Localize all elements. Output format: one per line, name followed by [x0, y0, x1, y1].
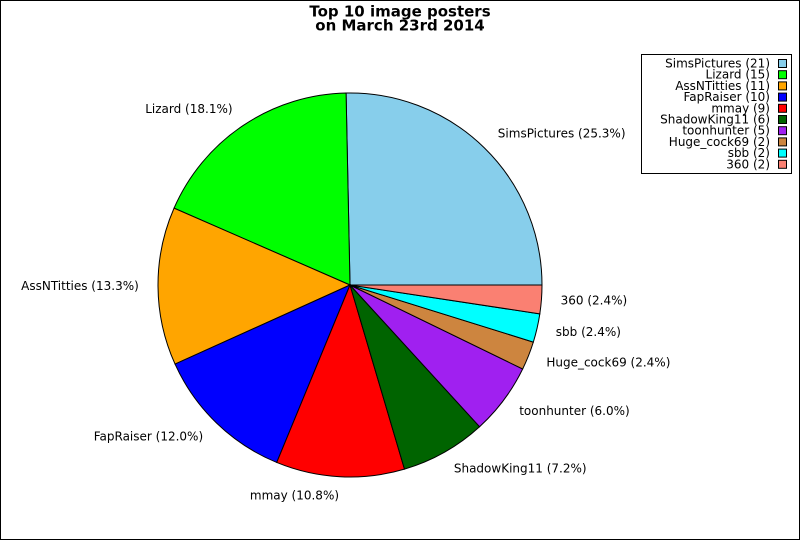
legend-swatch — [778, 115, 787, 124]
slice-label: 360 (2.4%) — [561, 293, 628, 307]
slice-label: ShadowKing11 (7.2%) — [454, 461, 587, 475]
slice-label: toonhunter (6.0%) — [519, 404, 630, 418]
legend-swatch — [778, 137, 787, 147]
slice-label: sbb (2.4%) — [556, 325, 621, 339]
legend-label: Huge_cock69 (2) — [669, 135, 770, 149]
pie-slice — [174, 284, 351, 464]
slice-label: Lizard (18.1%) — [145, 102, 232, 116]
legend-swatch — [778, 159, 787, 169]
pie-slice — [173, 92, 351, 286]
legend-swatch — [778, 59, 787, 68]
legend-label: toonhunter (5) — [682, 124, 770, 138]
legend-label: Lizard (15) — [706, 68, 770, 82]
pie-slice — [345, 92, 543, 286]
legend-swatch — [778, 70, 787, 80]
pie-slice — [157, 207, 352, 365]
legend-label: sbb (2) — [728, 146, 770, 160]
legend-box — [641, 54, 792, 174]
slice-label: AssNTitties (13.3%) — [21, 279, 139, 293]
legend-swatch — [778, 103, 787, 113]
legend-swatch — [778, 81, 787, 91]
legend-swatch — [778, 92, 787, 102]
slice-label: SimsPictures (25.3%) — [498, 127, 626, 141]
legend-label: 360 (2) — [726, 157, 770, 171]
legend-swatch — [778, 126, 787, 136]
slice-label: FapRaiser (12.0%) — [94, 429, 203, 443]
slice-label: mmay (10.8%) — [250, 488, 339, 502]
legend-label: FapRaiser (10) — [683, 90, 770, 104]
legend-label: mmay (9) — [711, 101, 770, 115]
legend-label: AssNTitties (11) — [675, 79, 770, 93]
legend-label: ShadowKing11 (6) — [660, 113, 770, 127]
pie-slice — [276, 283, 406, 478]
legend-label: SimsPictures (21) — [665, 57, 770, 71]
slice-label: Huge_cock69 (2.4%) — [546, 355, 670, 369]
pie-slice — [349, 284, 543, 315]
legend-swatch — [778, 148, 787, 158]
chart-subtitle: on March 23rd 2014 — [315, 17, 484, 35]
chart-title: Top 10 image posters — [309, 3, 490, 21]
